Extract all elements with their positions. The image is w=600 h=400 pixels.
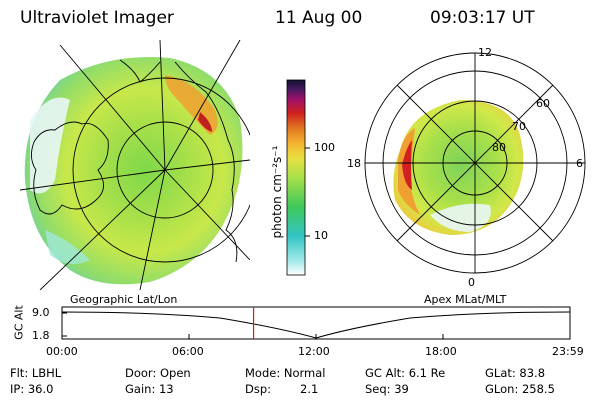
apex-image-panel bbox=[364, 52, 586, 274]
apex-panel-label: Apex MLat/MLT bbox=[424, 293, 507, 306]
colorbar bbox=[286, 79, 310, 276]
colorbar-label-10: 10 bbox=[314, 229, 328, 242]
apex-mlt-0: 0 bbox=[468, 276, 475, 289]
info-dsp-value: 2.1 bbox=[300, 382, 319, 396]
geo-coastline-3 bbox=[119, 59, 161, 83]
geo-meridian bbox=[139, 169, 166, 290]
orbit-ylabel: GC Alt bbox=[12, 305, 26, 340]
geo-meridian bbox=[59, 44, 166, 171]
orbit-ytick-label: 1.8 bbox=[32, 329, 50, 342]
geo-latitude-circle bbox=[72, 77, 250, 263]
info-seq: Seq: 39 bbox=[365, 382, 409, 396]
geo-coastline bbox=[31, 121, 109, 215]
observation-date: 11 Aug 00 bbox=[275, 8, 363, 28]
apex-mlt-18: 18 bbox=[347, 157, 361, 170]
apex-mlt-6: 6 bbox=[576, 157, 583, 170]
geo-latitude-circle bbox=[116, 121, 214, 219]
colorbar-gradient bbox=[286, 79, 306, 276]
info-gc-alt: GC Alt: 6.1 Re bbox=[365, 366, 446, 380]
observation-time: 09:03:17 UT bbox=[430, 8, 535, 28]
apex-mlt-diagonal bbox=[396, 84, 554, 242]
apex-mlat-70: 70 bbox=[512, 120, 526, 133]
geo-meridian bbox=[39, 169, 166, 290]
geo-meridian bbox=[20, 169, 166, 191]
info-mode: Mode: Normal bbox=[245, 366, 326, 380]
orbit-xtick-label: 00:00 bbox=[46, 345, 78, 358]
geo-low-emission-region-2 bbox=[45, 230, 90, 264]
info-glat: GLat: 83.8 bbox=[485, 366, 546, 380]
geo-low-emission-region bbox=[30, 97, 70, 194]
info-glon: GLon: 258.5 bbox=[485, 382, 555, 396]
colorbar-label-100: 100 bbox=[314, 141, 335, 154]
apex-mlt-12: 12 bbox=[478, 46, 492, 59]
geo-coastline-2 bbox=[174, 61, 238, 263]
geo-image-panel bbox=[20, 40, 250, 290]
geo-meridian bbox=[164, 159, 250, 171]
orbit-ytick-label: 9.0 bbox=[32, 306, 50, 319]
geo-meridian bbox=[159, 40, 166, 171]
geo-meridian bbox=[164, 40, 241, 171]
colorbar-unit-label: photon cm⁻²s⁻¹ bbox=[270, 145, 284, 239]
apex-evening-arc-core bbox=[402, 140, 412, 190]
info-dsp-label: Dsp: bbox=[245, 382, 272, 396]
info-filter: Flt: LBHL bbox=[10, 366, 62, 380]
info-ip: IP: 36.0 bbox=[10, 382, 54, 396]
orbit-xtick-label: 23:59 bbox=[552, 345, 584, 358]
orbit-xtick-label: 06:00 bbox=[172, 345, 204, 358]
geo-dayglow-core bbox=[198, 112, 212, 132]
geo-panel-label: Geographic Lat/Lon bbox=[70, 293, 178, 306]
orbit-altitude-curve bbox=[61, 311, 571, 339]
orbit-xtick-label: 18:00 bbox=[425, 345, 457, 358]
info-door: Door: Open bbox=[125, 366, 191, 380]
apex-mlat-80: 80 bbox=[492, 141, 506, 154]
info-gain: Gain: 13 bbox=[125, 382, 174, 396]
instrument-title: Ultraviolet Imager bbox=[20, 8, 174, 28]
geo-auroral-emission bbox=[24, 56, 243, 285]
orbit-plot bbox=[61, 306, 571, 340]
geo-meridian bbox=[164, 169, 250, 261]
orbit-xtick-label: 12:00 bbox=[298, 345, 330, 358]
apex-mlat-60: 60 bbox=[536, 97, 550, 110]
